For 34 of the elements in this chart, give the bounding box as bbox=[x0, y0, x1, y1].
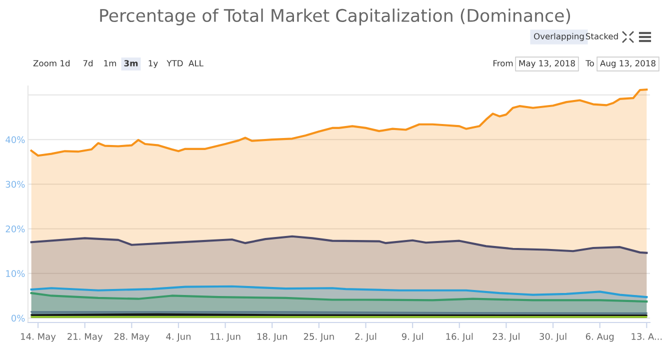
text: 1y bbox=[148, 60, 158, 68]
text: Zoom bbox=[33, 60, 56, 66]
text: From bbox=[493, 60, 513, 66]
text: Overlapping bbox=[534, 32, 584, 42]
x-tick-label: 6. Aug bbox=[586, 333, 614, 342]
x-tick-label: 13. A... bbox=[632, 333, 662, 340]
text: 7d bbox=[83, 60, 93, 66]
text: To bbox=[586, 60, 594, 66]
y-tick-label: 40% bbox=[6, 136, 25, 144]
text: YTD bbox=[166, 60, 183, 66]
x-tick-label: 18. Jun bbox=[257, 333, 288, 342]
x-tick-label: 23. Jul bbox=[492, 332, 520, 342]
y-tick-label: 20% bbox=[6, 226, 25, 232]
x-tick-label: 4. Jun bbox=[166, 333, 191, 342]
text: Stacked bbox=[586, 32, 618, 40]
text: 1m bbox=[104, 60, 116, 66]
x-tick-label: 28. May bbox=[114, 333, 150, 342]
text: Aug 13, 2018 bbox=[600, 60, 656, 68]
x-tick-label: 25. Jun bbox=[304, 333, 334, 342]
text: 1d bbox=[60, 60, 70, 66]
y-tick-label: 30% bbox=[6, 180, 25, 188]
x-tick-label: 14. May bbox=[21, 333, 56, 342]
y-tick-label: 0% bbox=[11, 314, 25, 322]
x-tick-label: 16. Jul bbox=[446, 332, 473, 342]
x-tick-label: 21. May bbox=[68, 333, 103, 342]
text: 3m bbox=[124, 60, 138, 66]
text: May 13, 2018 bbox=[519, 60, 575, 68]
chart-title: Percentage of Total Market Capitalization (Dominance) bbox=[100, 8, 570, 26]
x-tick-label: 2. Jul bbox=[355, 332, 376, 342]
text: ALL bbox=[188, 60, 204, 66]
x-tick-label: 11. Jun bbox=[210, 333, 240, 342]
x-tick-label: 30. Jul bbox=[540, 332, 566, 342]
y-tick-label: 10% bbox=[6, 270, 25, 277]
x-tick-label: 9. Jul bbox=[402, 332, 423, 342]
